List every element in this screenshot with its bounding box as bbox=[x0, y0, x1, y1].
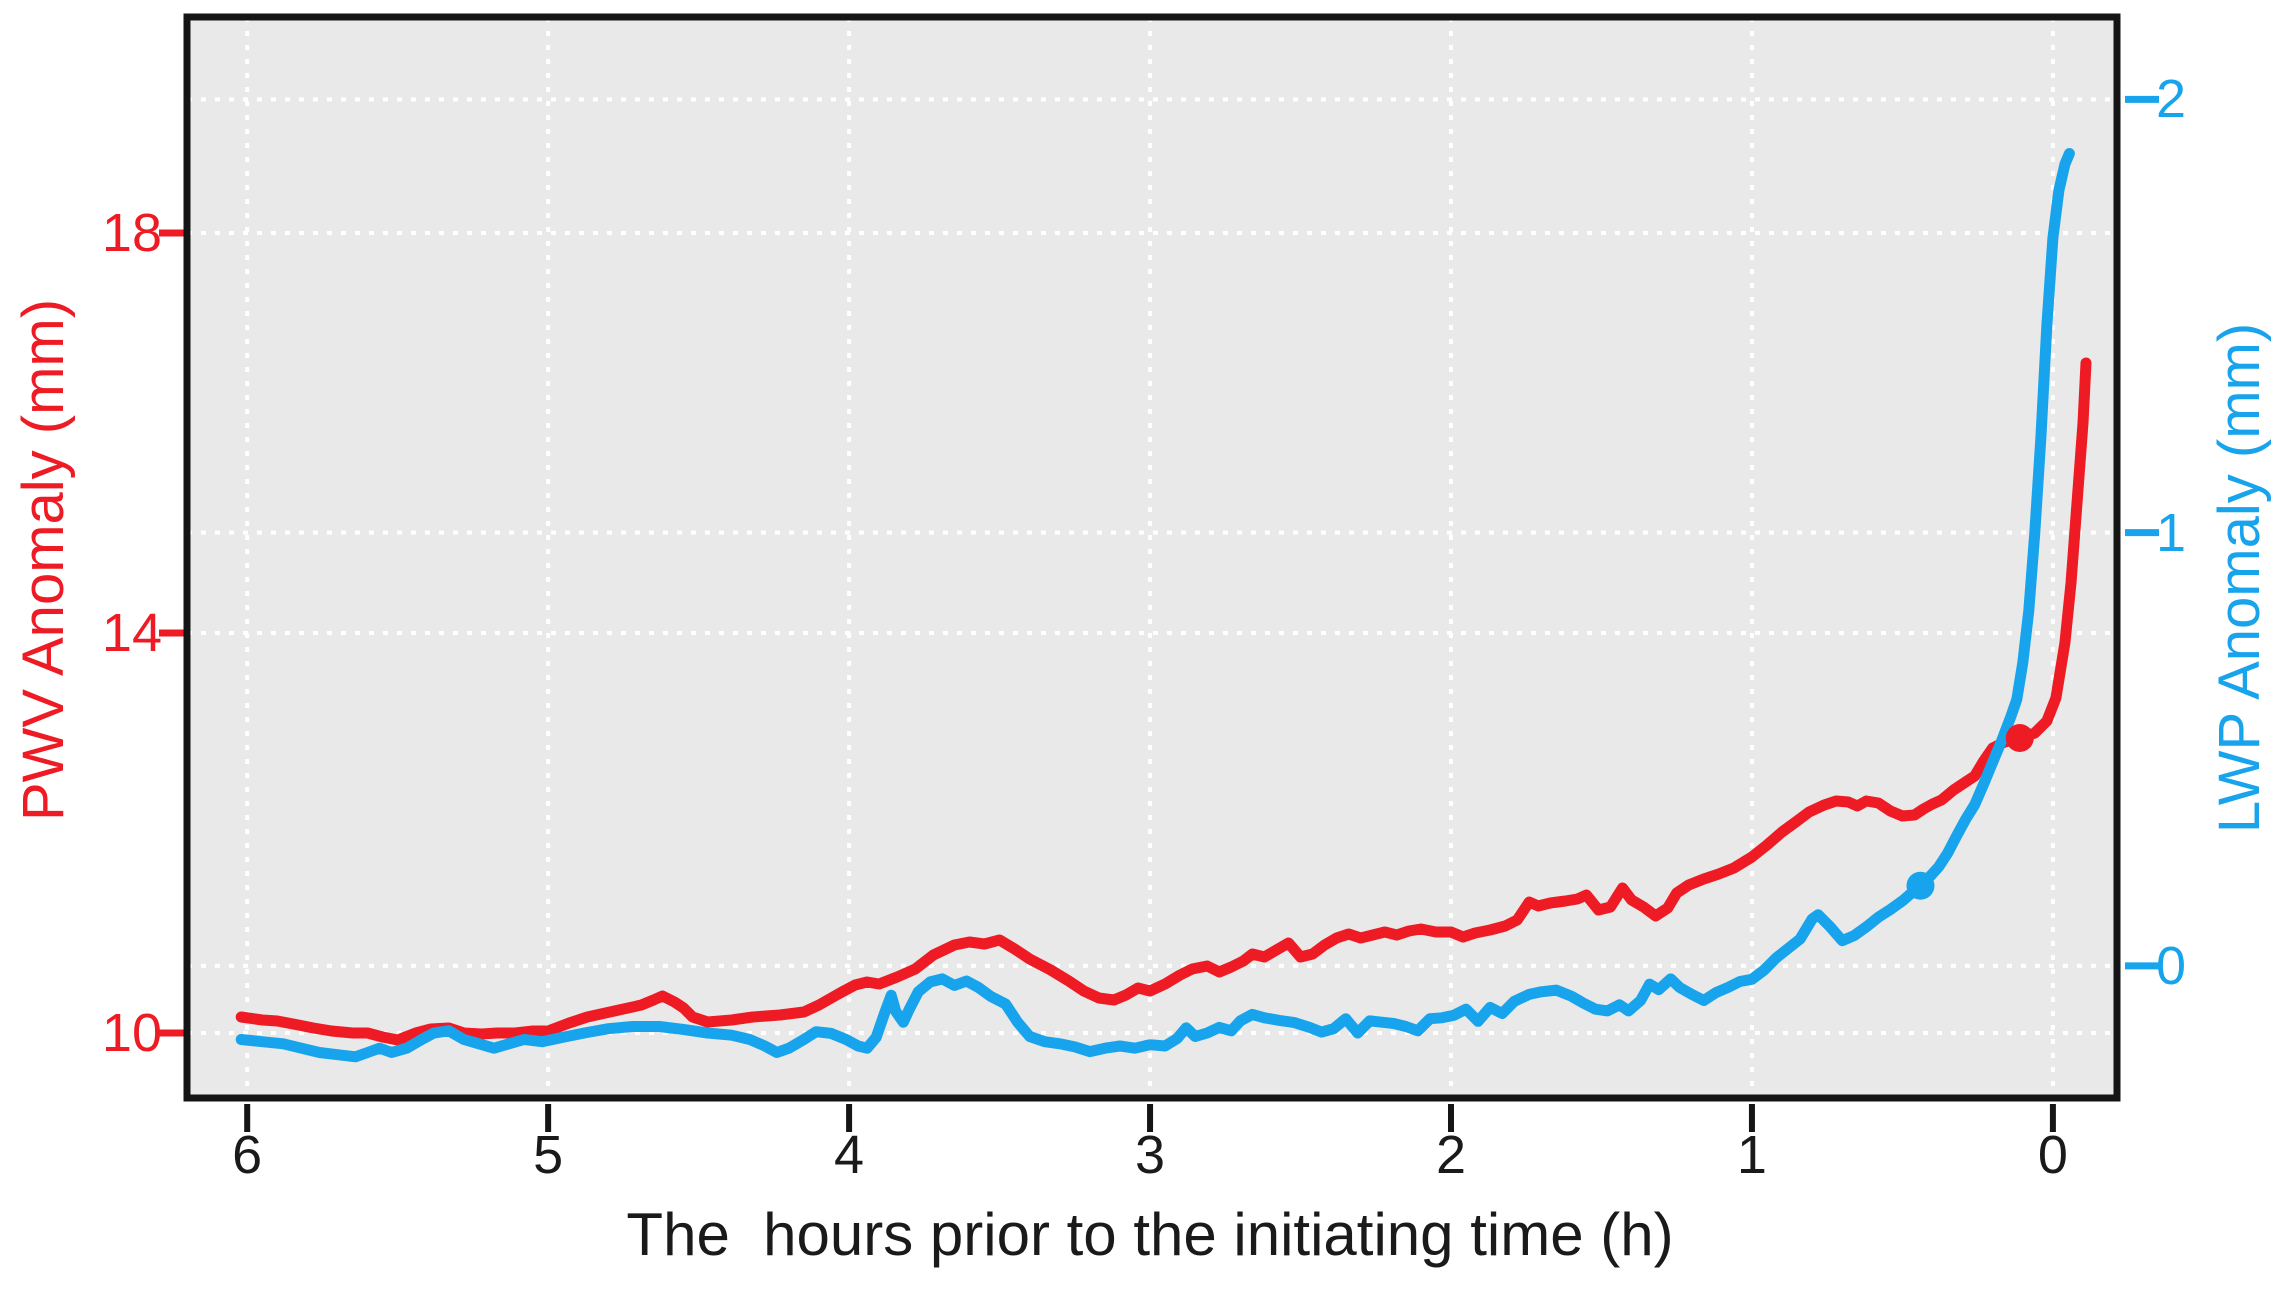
plot-area bbox=[187, 17, 2117, 1098]
x-tick-label: 3 bbox=[1135, 1125, 1166, 1185]
x-tick-label: 4 bbox=[834, 1125, 865, 1185]
right-y-tick-label: 1 bbox=[2156, 502, 2187, 563]
pwv-anomaly-marker-dot bbox=[2005, 724, 2034, 752]
right-y-tick-label: 2 bbox=[2156, 69, 2187, 130]
lwp-anomaly-marker-dot bbox=[1906, 871, 1935, 900]
plot-frame bbox=[183, 13, 2121, 1102]
left-y-tick-label: 14 bbox=[101, 603, 162, 663]
x-tick-label: 0 bbox=[2037, 1125, 2068, 1185]
left-axis-title: PWV Anomaly (mm) bbox=[11, 298, 76, 822]
right-axis-title: LWP Anomaly (mm) bbox=[2207, 322, 2272, 834]
x-tick-label: 5 bbox=[533, 1125, 564, 1185]
x-tick-label: 2 bbox=[1435, 1125, 1466, 1185]
x-tick-label: 6 bbox=[232, 1125, 263, 1185]
x-axis-title: The hours prior to the initiating time (… bbox=[626, 1201, 1674, 1268]
x-tick-label: 1 bbox=[1736, 1125, 1767, 1185]
left-y-tick-label: 18 bbox=[101, 203, 162, 263]
right-y-tick-label: 0 bbox=[2156, 935, 2187, 996]
left-y-tick-label: 10 bbox=[101, 1003, 162, 1063]
lwp-anomaly-line bbox=[235, 148, 2075, 1063]
pwv-anomaly-line bbox=[235, 357, 2092, 1046]
